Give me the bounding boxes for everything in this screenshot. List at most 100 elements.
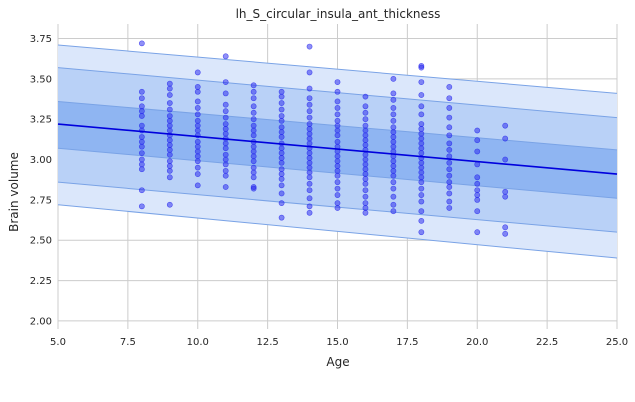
data-point <box>306 108 313 115</box>
data-point <box>334 88 341 95</box>
data-point <box>194 84 201 90</box>
data-point <box>362 103 369 110</box>
data-point <box>250 127 257 134</box>
data-point <box>166 201 173 208</box>
data-point <box>390 134 397 140</box>
data-point <box>334 153 341 160</box>
data-point <box>194 158 201 165</box>
data-point <box>474 208 481 215</box>
data-point <box>222 90 229 97</box>
data-point <box>278 150 285 157</box>
data-point <box>418 185 425 192</box>
data-point <box>278 100 285 106</box>
data-point <box>278 145 285 152</box>
data-point <box>306 43 313 50</box>
data-point <box>278 106 285 113</box>
data-point <box>362 156 369 163</box>
data-point <box>278 88 285 95</box>
data-point <box>222 53 229 60</box>
data-point <box>222 121 229 127</box>
data-point <box>334 117 341 124</box>
data-point <box>278 171 285 177</box>
data-point <box>418 150 425 157</box>
data-point <box>390 163 397 169</box>
data-point <box>474 192 481 198</box>
data-point <box>138 138 145 145</box>
data-point <box>138 150 145 157</box>
data-point <box>418 229 425 236</box>
data-point <box>278 134 285 140</box>
data-point <box>250 169 257 176</box>
data-point <box>390 105 397 111</box>
data-point <box>138 40 145 47</box>
data-point <box>306 101 313 108</box>
data-point <box>334 185 341 192</box>
data-point <box>418 140 425 147</box>
data-point <box>334 122 341 129</box>
data-point <box>166 146 173 153</box>
data-point <box>138 108 145 115</box>
data-point <box>418 125 425 132</box>
data-point <box>306 195 313 202</box>
data-point <box>334 132 341 139</box>
x-tick-label: 15.0 <box>326 337 348 348</box>
data-point <box>446 95 453 102</box>
data-point <box>166 167 173 174</box>
data-point <box>362 166 369 173</box>
data-point <box>418 103 425 110</box>
data-point <box>418 111 425 118</box>
data-point <box>418 121 425 127</box>
data-point <box>502 122 509 129</box>
data-point <box>138 166 145 173</box>
data-point <box>222 101 229 108</box>
y-tick-label: 2.50 <box>30 236 52 247</box>
trend-line-path <box>57 123 618 175</box>
data-point <box>138 113 145 119</box>
data-point <box>474 180 481 187</box>
data-point <box>250 116 257 123</box>
data-point <box>390 201 397 208</box>
data-point <box>390 117 397 124</box>
data-point <box>390 96 397 103</box>
trend-line <box>57 123 618 175</box>
data-point <box>194 98 201 105</box>
data-point <box>194 69 201 76</box>
data-point <box>250 158 257 165</box>
data-point <box>306 203 313 210</box>
data-point <box>222 172 229 179</box>
data-point <box>222 130 229 137</box>
data-point <box>418 159 425 166</box>
data-point <box>446 198 453 205</box>
data-point <box>418 217 425 224</box>
data-point <box>362 142 369 148</box>
data-point <box>250 109 257 116</box>
data-point <box>362 209 369 216</box>
data-point <box>166 158 173 165</box>
data-point <box>362 180 369 187</box>
data-point <box>502 230 509 237</box>
data-point <box>362 176 369 182</box>
data-point <box>418 174 425 181</box>
x-tick-label: 7.5 <box>120 337 136 348</box>
data-point <box>194 182 201 189</box>
data-point <box>362 187 369 194</box>
data-point <box>166 163 173 169</box>
data-point <box>418 169 425 176</box>
data-point <box>502 224 509 231</box>
data-point <box>250 82 257 89</box>
data-point <box>250 95 257 102</box>
data-point <box>446 124 453 131</box>
data-point <box>334 205 341 211</box>
data-point <box>306 85 313 92</box>
data-point <box>390 185 397 192</box>
data-point <box>166 106 173 113</box>
data-point <box>390 124 397 131</box>
data-point <box>390 167 397 174</box>
data-point <box>390 172 397 179</box>
data-point <box>194 111 201 118</box>
data-point <box>222 161 229 168</box>
data-point <box>446 146 453 153</box>
data-point <box>306 169 313 176</box>
data-point <box>334 111 341 118</box>
